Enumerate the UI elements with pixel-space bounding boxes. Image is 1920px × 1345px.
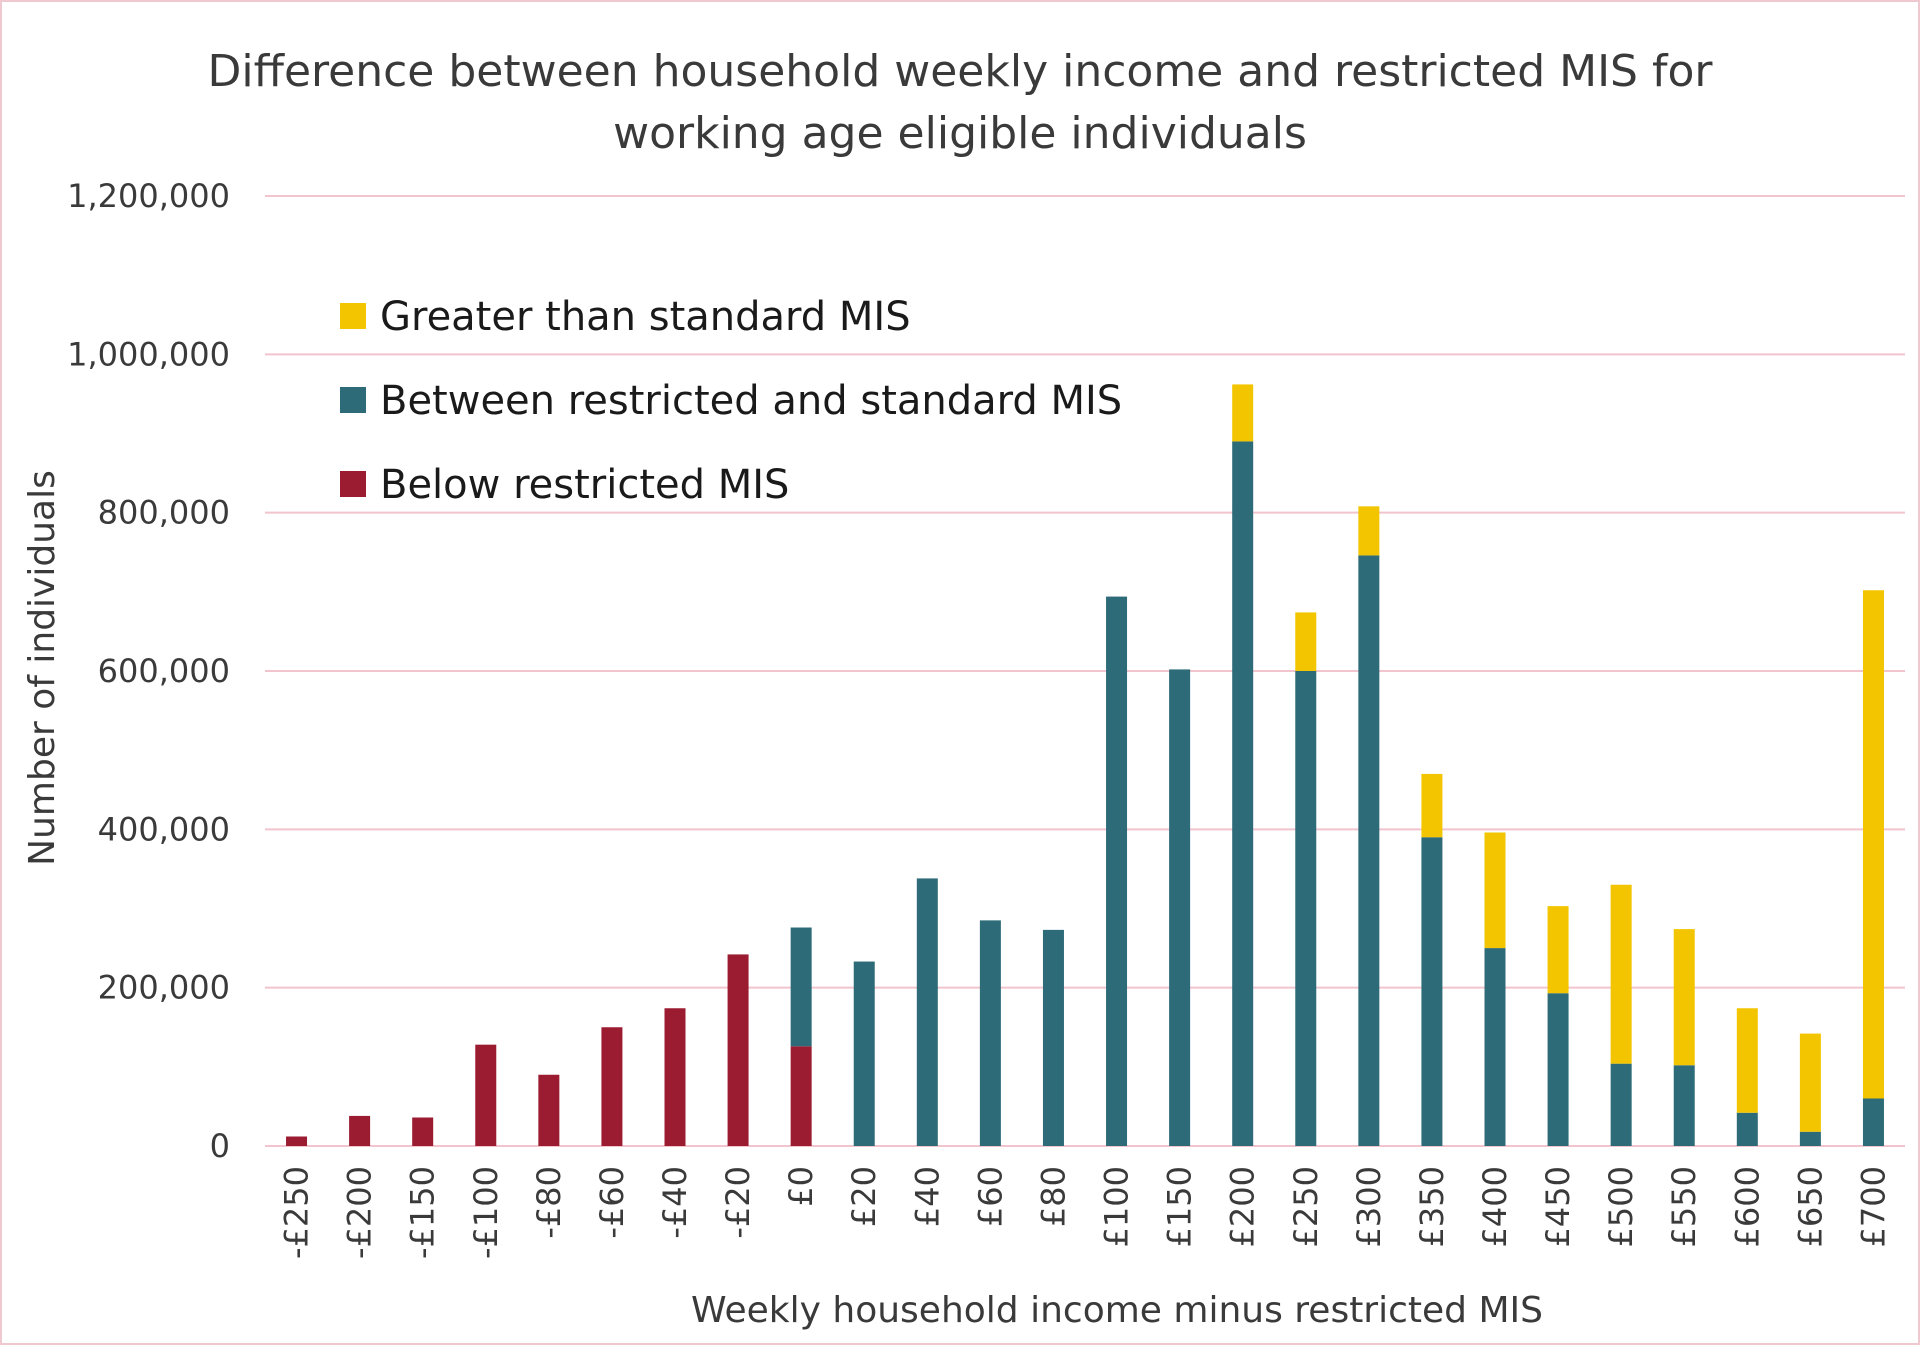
x-tick-label: £40 <box>908 1166 946 1227</box>
bar-segment-between-restricted-and-standard-mis <box>1106 596 1128 1146</box>
legend-swatch <box>340 387 366 413</box>
x-tick-label: £550 <box>1665 1166 1703 1247</box>
bar-segment-between-restricted-and-standard-mis <box>1484 948 1506 1146</box>
bar-segment-between-restricted-and-standard-mis <box>1862 1098 1884 1146</box>
bar-segment-greater-than-standard-mis <box>1358 506 1380 556</box>
x-tick-label: -£80 <box>530 1166 568 1239</box>
x-tick-label: £450 <box>1539 1166 1577 1247</box>
bar-segment-between-restricted-and-standard-mis <box>1169 669 1191 1146</box>
bar-segment-between-restricted-and-standard-mis <box>853 961 875 1146</box>
bar-segment-below-restricted-mis <box>727 954 749 1146</box>
x-tick-label: £150 <box>1161 1166 1199 1247</box>
x-tick-label: -£250 <box>278 1166 316 1259</box>
bar-segment-greater-than-standard-mis <box>1232 384 1254 442</box>
x-tick-label: -£60 <box>593 1166 631 1239</box>
y-tick-label: 400,000 <box>98 810 230 848</box>
x-tick-label: -£200 <box>341 1166 379 1259</box>
y-tick-label: 200,000 <box>98 969 230 1007</box>
bar-segment-greater-than-standard-mis <box>1295 612 1317 671</box>
chart-title-line-1: Difference between household weekly inco… <box>208 46 1714 97</box>
legend: Greater than standard MIS Between restric… <box>340 294 1122 508</box>
bar-segment-between-restricted-and-standard-mis <box>1042 929 1064 1146</box>
bars <box>286 384 1884 1147</box>
x-tick-label: -£150 <box>404 1166 442 1259</box>
x-tick-label: £80 <box>1034 1166 1072 1227</box>
x-tick-label: £0 <box>782 1166 820 1207</box>
x-tick-label: £400 <box>1476 1166 1514 1247</box>
x-tick-label: £20 <box>845 1166 883 1227</box>
bar-segment-below-restricted-mis <box>412 1117 434 1146</box>
bar-segment-greater-than-standard-mis <box>1799 1033 1821 1132</box>
bar-segment-between-restricted-and-standard-mis <box>1421 837 1443 1146</box>
bar-segment-greater-than-standard-mis <box>1862 590 1884 1099</box>
bar-segment-between-restricted-and-standard-mis <box>1358 555 1380 1146</box>
bar-segment-between-restricted-and-standard-mis <box>1610 1063 1632 1146</box>
x-tick-label: £100 <box>1098 1166 1136 1247</box>
bar-segment-greater-than-standard-mis <box>1484 832 1506 949</box>
bar-segment-between-restricted-and-standard-mis <box>1736 1112 1758 1146</box>
bar-segment-greater-than-standard-mis <box>1610 884 1632 1064</box>
bar-segment-between-restricted-and-standard-mis <box>1295 671 1317 1146</box>
y-tick-label: 800,000 <box>98 494 230 532</box>
bar-segment-greater-than-standard-mis <box>1421 773 1443 838</box>
x-tick-label: £60 <box>971 1166 1009 1227</box>
bar-segment-between-restricted-and-standard-mis <box>979 920 1001 1146</box>
y-tick-label: 0 <box>210 1127 230 1165</box>
x-tick-label: -£20 <box>719 1166 757 1239</box>
x-tick-label: -£40 <box>656 1166 694 1239</box>
bar-segment-between-restricted-and-standard-mis <box>790 927 812 1047</box>
y-axis-ticks: 0 200,000 400,000 600,000 800,000 1,000,000 1,… <box>67 177 230 1165</box>
y-axis-label: Number of individuals <box>22 470 63 866</box>
x-tick-label: £600 <box>1728 1166 1766 1247</box>
x-tick-label: -£100 <box>467 1166 505 1259</box>
bar-segment-between-restricted-and-standard-mis <box>916 878 938 1146</box>
x-axis-label: Weekly household income minus restricted… <box>691 1290 1543 1331</box>
y-tick-label: 1,000,000 <box>67 335 230 373</box>
bar-segment-below-restricted-mis <box>664 1008 686 1146</box>
bar-segment-below-restricted-mis <box>790 1046 812 1146</box>
x-axis-ticks: -£250 -£200 -£150 -£100 -£80 -£60 -£40 -£20 £0 £2… <box>278 1166 1893 1259</box>
x-tick-label: £200 <box>1224 1166 1262 1247</box>
x-tick-label: £500 <box>1602 1166 1640 1247</box>
x-tick-label: £700 <box>1854 1166 1892 1247</box>
y-tick-label: 600,000 <box>98 652 230 690</box>
bar-segment-below-restricted-mis <box>349 1115 371 1146</box>
x-tick-label: £250 <box>1287 1166 1325 1247</box>
bar-segment-below-restricted-mis <box>475 1044 497 1146</box>
bar-segment-below-restricted-mis <box>538 1074 560 1146</box>
legend-label: Below restricted MIS <box>380 462 789 508</box>
bar-segment-below-restricted-mis <box>601 1027 623 1146</box>
bar-segment-below-restricted-mis <box>286 1136 308 1146</box>
bar-segment-between-restricted-and-standard-mis <box>1799 1131 1821 1146</box>
legend-label: Between restricted and standard MIS <box>380 378 1122 424</box>
x-tick-label: £350 <box>1413 1166 1451 1247</box>
legend-swatch <box>340 471 366 497</box>
bar-segment-greater-than-standard-mis <box>1736 1008 1758 1113</box>
bar-segment-between-restricted-and-standard-mis <box>1547 993 1569 1146</box>
gridlines <box>265 195 1905 1147</box>
legend-swatch <box>340 303 366 329</box>
bar-segment-between-restricted-and-standard-mis <box>1673 1065 1695 1146</box>
legend-label: Greater than standard MIS <box>380 294 911 340</box>
x-tick-label: £300 <box>1350 1166 1388 1247</box>
bar-segment-greater-than-standard-mis <box>1673 929 1695 1066</box>
bar-segment-between-restricted-and-standard-mis <box>1232 441 1254 1147</box>
chart-title-line-2: working age eligible individuals <box>613 108 1307 159</box>
x-tick-label: £650 <box>1791 1166 1829 1247</box>
bar-segment-greater-than-standard-mis <box>1547 906 1569 994</box>
y-tick-label: 1,200,000 <box>67 177 230 215</box>
